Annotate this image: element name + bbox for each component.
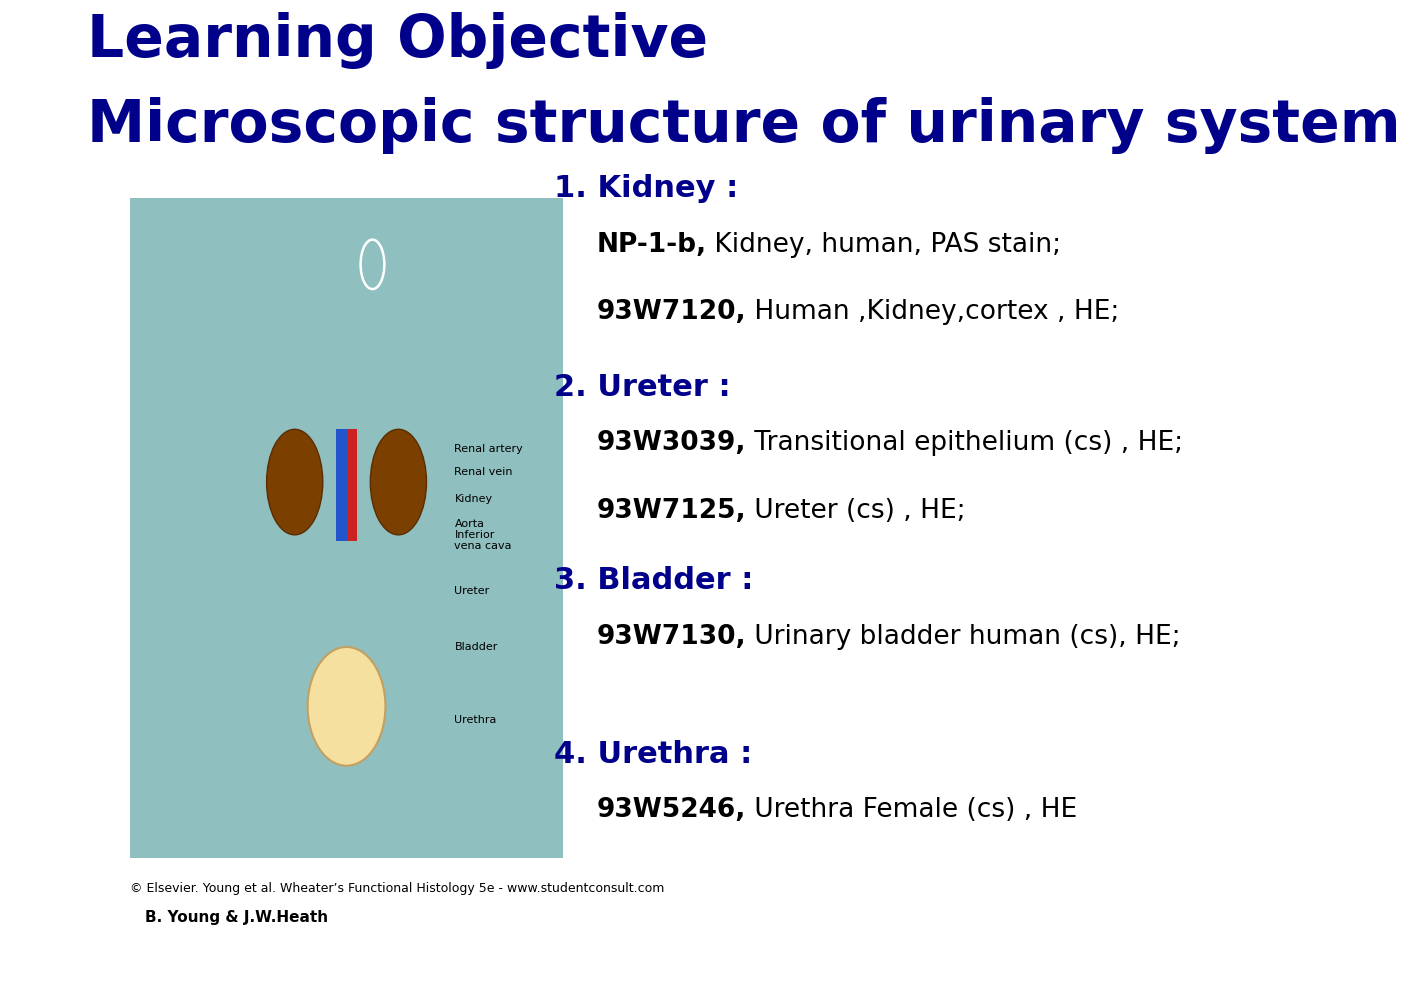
Text: Urethra: Urethra <box>455 714 497 724</box>
Text: Bladder: Bladder <box>455 642 498 652</box>
Text: 2. Ureter :: 2. Ureter : <box>554 373 731 402</box>
Text: 4. Urethra :: 4. Urethra : <box>554 740 752 769</box>
Text: Renal vein: Renal vein <box>455 467 513 477</box>
Text: Aorta
Inferior
vena cava: Aorta Inferior vena cava <box>455 519 512 551</box>
Text: Urethra Female (cs) , HE: Urethra Female (cs) , HE <box>745 798 1076 823</box>
Text: Ureter: Ureter <box>455 586 490 596</box>
Text: Renal artery: Renal artery <box>455 444 523 454</box>
Text: 93W5246,: 93W5246, <box>596 798 745 823</box>
Text: © Elsevier. Young et al. Wheater’s Functional Histology 5e - www.studentconsult.: © Elsevier. Young et al. Wheater’s Funct… <box>130 882 665 895</box>
Text: 3. Bladder :: 3. Bladder : <box>554 566 753 595</box>
Text: Urinary bladder human (cs), HE;: Urinary bladder human (cs), HE; <box>746 624 1180 650</box>
Text: Kidney, human, PAS stain;: Kidney, human, PAS stain; <box>706 232 1062 258</box>
Text: 93W7125,: 93W7125, <box>596 498 746 524</box>
Text: 93W7120,: 93W7120, <box>596 300 746 325</box>
Text: Learning Objective: Learning Objective <box>87 13 709 69</box>
Text: Kidney: Kidney <box>455 494 492 504</box>
Text: B. Young & J.W.Heath: B. Young & J.W.Heath <box>145 910 328 925</box>
Text: Ureter (cs) , HE;: Ureter (cs) , HE; <box>746 498 965 524</box>
Text: 93W7130,: 93W7130, <box>596 624 746 650</box>
Text: NP-1-b,: NP-1-b, <box>596 232 706 258</box>
Text: Microscopic structure of urinary system: Microscopic structure of urinary system <box>87 97 1400 154</box>
Text: 1. Kidney :: 1. Kidney : <box>554 175 738 203</box>
Text: Human ,Kidney,cortex , HE;: Human ,Kidney,cortex , HE; <box>746 300 1120 325</box>
Text: Transitional epithelium (cs) , HE;: Transitional epithelium (cs) , HE; <box>746 431 1183 456</box>
Text: 93W3039,: 93W3039, <box>596 431 746 456</box>
